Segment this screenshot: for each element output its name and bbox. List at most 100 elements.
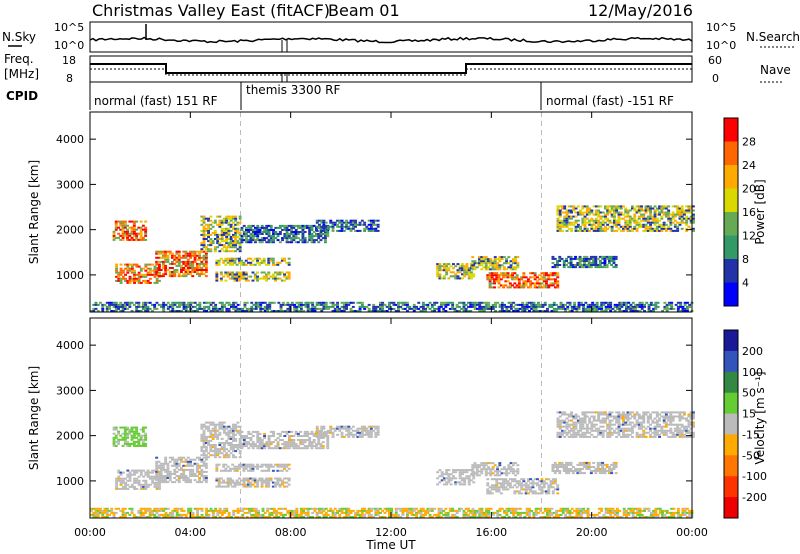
echo-cell [318,435,321,438]
echo-cell [489,470,493,473]
echo-cell [570,413,573,416]
echo-cell [644,209,648,212]
echo-cell [637,217,641,220]
echo-cell [239,310,242,312]
echo-cell [601,425,605,428]
echo-cell [166,250,170,253]
echo-cell [628,423,632,426]
echo-cell [133,487,136,490]
echo-cell [293,307,297,310]
echo-cell [626,227,630,230]
echo-cell [540,488,544,491]
echo-cell [130,473,134,476]
colorbar-swatch [724,141,738,166]
echo-cell [637,427,641,430]
echo-cell [363,425,367,428]
echo-cell [317,443,321,446]
echo-cell [445,271,449,274]
echo-cell [260,259,264,262]
echo-cell [446,301,450,304]
echo-cell [229,242,233,245]
echo-cell [209,433,213,436]
echo-cell [607,307,610,310]
echo-cell [162,464,165,467]
echo-cell [493,286,496,289]
echo-cell [594,209,598,212]
echo-cell [574,266,577,269]
echo-cell [379,301,382,304]
echo-cell [667,213,671,216]
echo-cell [471,468,475,471]
echo-cell [162,250,165,253]
echo-cell [234,223,238,226]
echo-cell [596,468,600,470]
echo-cell [592,415,596,418]
echo-cell [166,468,170,471]
echo-cell [615,225,619,228]
echo-cell [301,233,305,235]
echo-cell [642,411,646,414]
echo-cell [117,279,121,282]
echo-cell [146,307,150,310]
echo-cell [401,301,405,304]
echo-cell [231,263,235,266]
echo-cell [119,228,123,231]
echo-cell [442,473,446,476]
echo-cell [284,303,287,306]
echo-cell [649,225,652,228]
echo-cell [248,310,251,312]
echo-cell [495,486,499,489]
echo-cell [649,301,653,304]
echo-cell [538,278,542,281]
echo-cell [655,227,659,230]
echo-cell [649,429,652,432]
echo-cell [593,303,597,306]
echo-cell [640,209,643,212]
echo-cell [238,425,242,428]
echo-cell [347,303,351,306]
echo-cell [581,211,585,214]
echo-cell [132,440,136,443]
echo-cell [283,430,287,433]
echo-cell [250,301,254,304]
echo-cell [269,237,273,240]
echo-cell [408,307,412,310]
echo-cell [236,303,240,306]
echo-cell [202,219,206,222]
echo-cell [592,227,596,230]
echo-cell [670,301,674,304]
echo-cell [369,431,373,434]
echo-cell [144,220,148,223]
echo-cell [251,224,255,227]
echo-cell [202,429,206,432]
echo-cell [581,217,585,220]
echo-cell [177,275,181,278]
echo-cell [626,215,630,218]
echo-cell [336,427,339,430]
echo-cell [132,226,136,229]
echo-cell [121,436,125,439]
echo-cell [278,447,282,450]
echo-cell [202,464,206,467]
echo-cell [200,460,204,463]
echo-cell [117,275,121,278]
echo-cell [676,209,680,212]
echo-cell [351,435,355,438]
echo-cell [511,258,515,261]
echo-cell [594,435,598,438]
echo-cell [128,301,132,304]
echo-cell [502,286,505,289]
echo-cell [238,477,241,480]
echo-cell [310,447,314,450]
echo-cell [315,235,318,238]
echo-cell [480,301,484,304]
echo-cell [319,226,323,229]
echo-cell [516,464,520,467]
echo-cell [119,271,123,274]
echo-cell [440,471,444,474]
echo-cell [301,224,305,227]
echo-cell [240,226,244,229]
echo-cell [549,282,553,285]
echo-cell [232,456,235,459]
freq-label-2: [MHz] [4,67,39,81]
